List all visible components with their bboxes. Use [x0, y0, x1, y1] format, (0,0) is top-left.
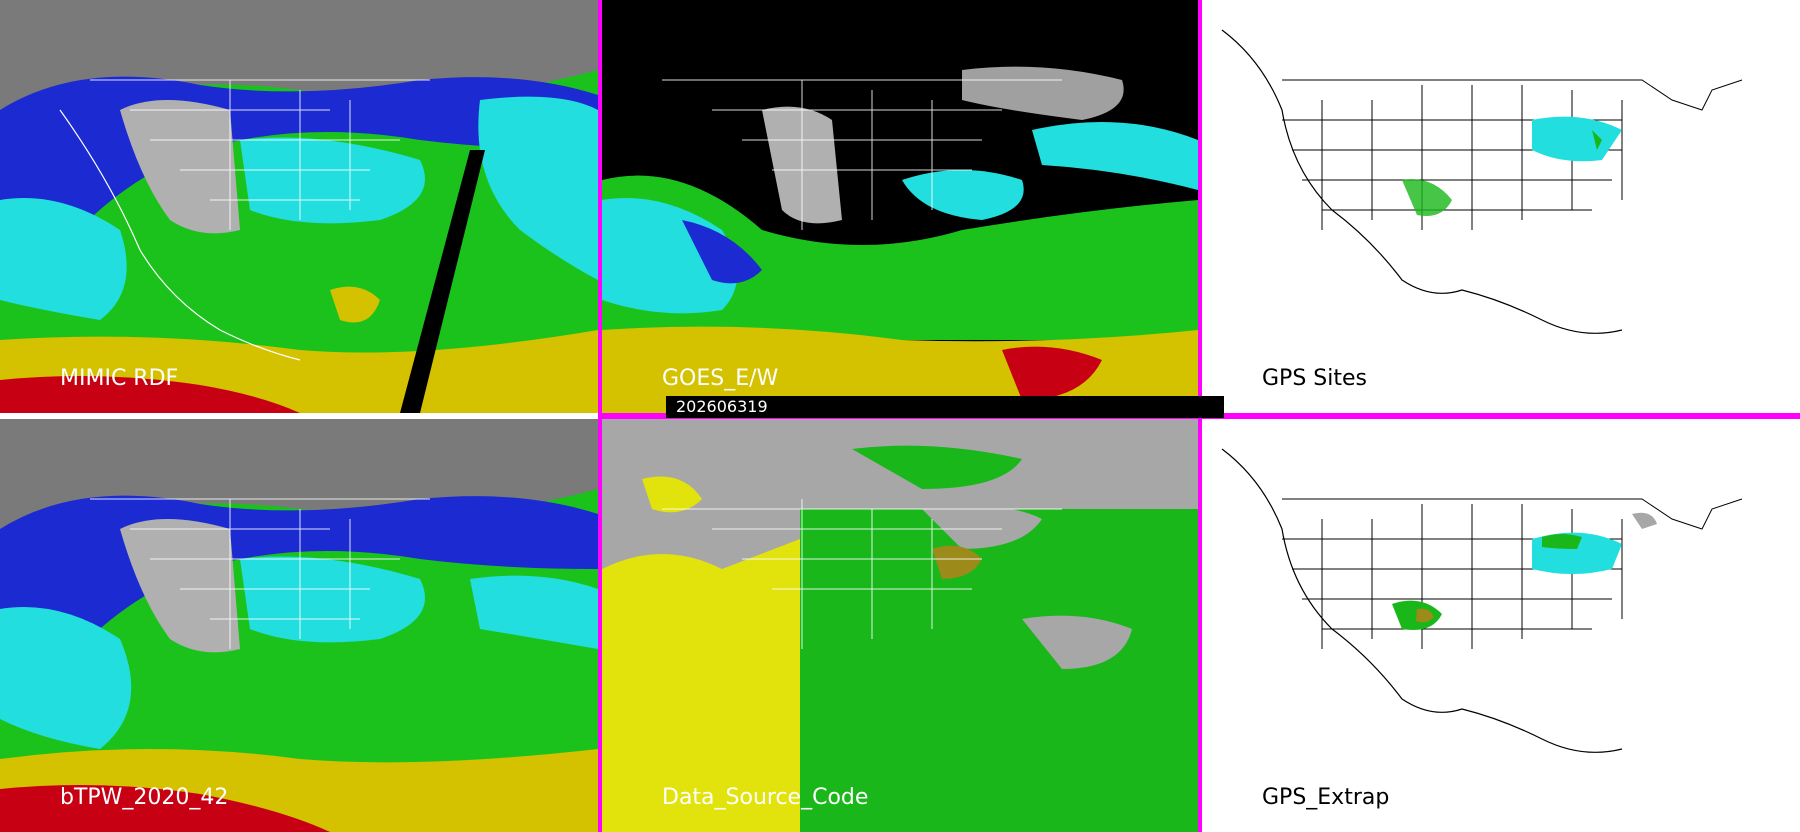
panel-gps-sites: GPS Sites — [1202, 0, 1800, 413]
panel-label: MIMIC RDF — [60, 366, 179, 391]
panel-label: GPS_Extrap — [1262, 785, 1390, 810]
data-source-map — [602, 419, 1198, 832]
moisture-map-btpw — [0, 419, 598, 832]
panel-goes: GOES_E/W — [602, 0, 1198, 413]
panel-label: GOES_E/W — [662, 366, 779, 391]
panel-btpw: bTPW_2020_42 — [0, 419, 598, 832]
panel-label: GPS Sites — [1262, 366, 1367, 391]
panel-mimic-rdf: MIMIC RDF — [0, 0, 598, 413]
moisture-map-goes — [602, 0, 1198, 413]
gps-extrap-map — [1202, 419, 1800, 832]
panel-gps-extrap: GPS_Extrap — [1202, 419, 1800, 832]
panel-label: Data_Source_Code — [662, 785, 869, 810]
panel-data-source: Data_Source_Code — [602, 419, 1198, 832]
timestamp-bar: 202606319 — [666, 396, 1224, 418]
panel-label: bTPW_2020_42 — [60, 785, 229, 810]
gps-sites-map — [1202, 0, 1800, 413]
moisture-map-mimic — [0, 0, 598, 413]
